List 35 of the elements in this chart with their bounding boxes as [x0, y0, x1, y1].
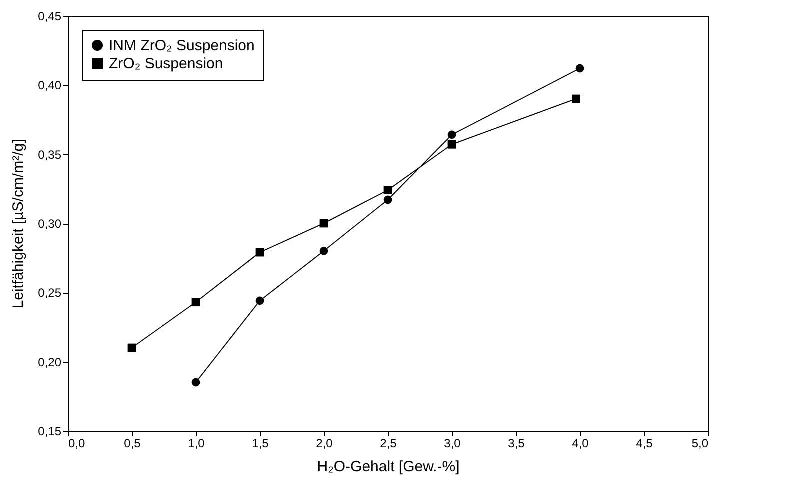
legend-label: ZrO₂ Suspension	[109, 56, 224, 72]
y-tick-label: 0,35	[38, 148, 62, 162]
y-tick-label: 0,20	[38, 355, 62, 370]
x-axis-title: H₂O-Gehalt [Gew.-%]	[317, 458, 460, 476]
x-tick-label: 3,5	[508, 436, 526, 450]
y-tick-label: 0,15	[38, 424, 62, 438]
x-tick-label: 3,0	[444, 436, 462, 450]
x-tick-label: 4,0	[572, 436, 590, 450]
y-tick-label: 0,30	[38, 217, 62, 231]
y-tick-label: 0,45	[38, 10, 62, 24]
legend-label: INM ZrO₂ Suspension	[109, 38, 255, 54]
point	[576, 64, 584, 73]
point	[572, 94, 580, 104]
point	[320, 219, 328, 228]
point	[192, 298, 200, 307]
x-tick-label: 0,5	[124, 436, 142, 450]
point	[448, 130, 456, 140]
x-tick-label: 5,0	[692, 436, 709, 450]
x-tick-label: 0,0	[68, 436, 86, 450]
point	[128, 344, 136, 352]
point	[384, 196, 392, 204]
point	[448, 140, 456, 149]
x-tick-label: 1,5	[252, 436, 270, 450]
point	[256, 248, 264, 257]
x-tick-label: 1,0	[188, 436, 206, 450]
point	[384, 186, 392, 194]
point	[256, 296, 264, 306]
x-tick-label: 2,0	[316, 436, 334, 450]
y-tick-label: 0,40	[38, 78, 62, 93]
x-tick-label: 4,5	[636, 436, 654, 450]
x-tick-label: 2,5	[380, 436, 398, 450]
point	[320, 246, 328, 256]
point	[192, 378, 200, 387]
y-axis-title: Leitfähigkeit [µS/cm/m²/g]	[10, 139, 28, 309]
y-tick-label: 0,25	[38, 286, 62, 300]
